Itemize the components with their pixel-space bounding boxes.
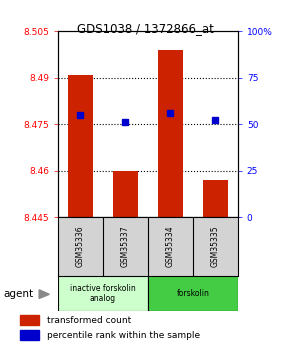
Polygon shape bbox=[39, 290, 49, 298]
Bar bbox=[203, 180, 228, 217]
Text: agent: agent bbox=[3, 289, 33, 299]
Bar bbox=[58, 276, 148, 310]
Bar bbox=[68, 75, 93, 217]
Text: GSM35335: GSM35335 bbox=[211, 226, 220, 267]
Text: GSM35334: GSM35334 bbox=[166, 226, 175, 267]
Text: inactive forskolin
analog: inactive forskolin analog bbox=[70, 284, 136, 303]
Bar bbox=[58, 217, 103, 276]
Text: percentile rank within the sample: percentile rank within the sample bbox=[46, 331, 200, 339]
Text: GSM35337: GSM35337 bbox=[121, 226, 130, 267]
Bar bbox=[20, 315, 39, 325]
Bar bbox=[193, 217, 238, 276]
Bar bbox=[20, 330, 39, 340]
Bar bbox=[148, 217, 193, 276]
Text: forskolin: forskolin bbox=[176, 289, 209, 298]
Text: GSM35336: GSM35336 bbox=[76, 226, 85, 267]
Bar bbox=[148, 276, 238, 310]
Bar bbox=[158, 50, 183, 217]
Bar bbox=[113, 171, 138, 217]
Bar bbox=[103, 217, 148, 276]
Text: GDS1038 / 1372866_at: GDS1038 / 1372866_at bbox=[77, 22, 213, 36]
Text: transformed count: transformed count bbox=[46, 316, 131, 325]
